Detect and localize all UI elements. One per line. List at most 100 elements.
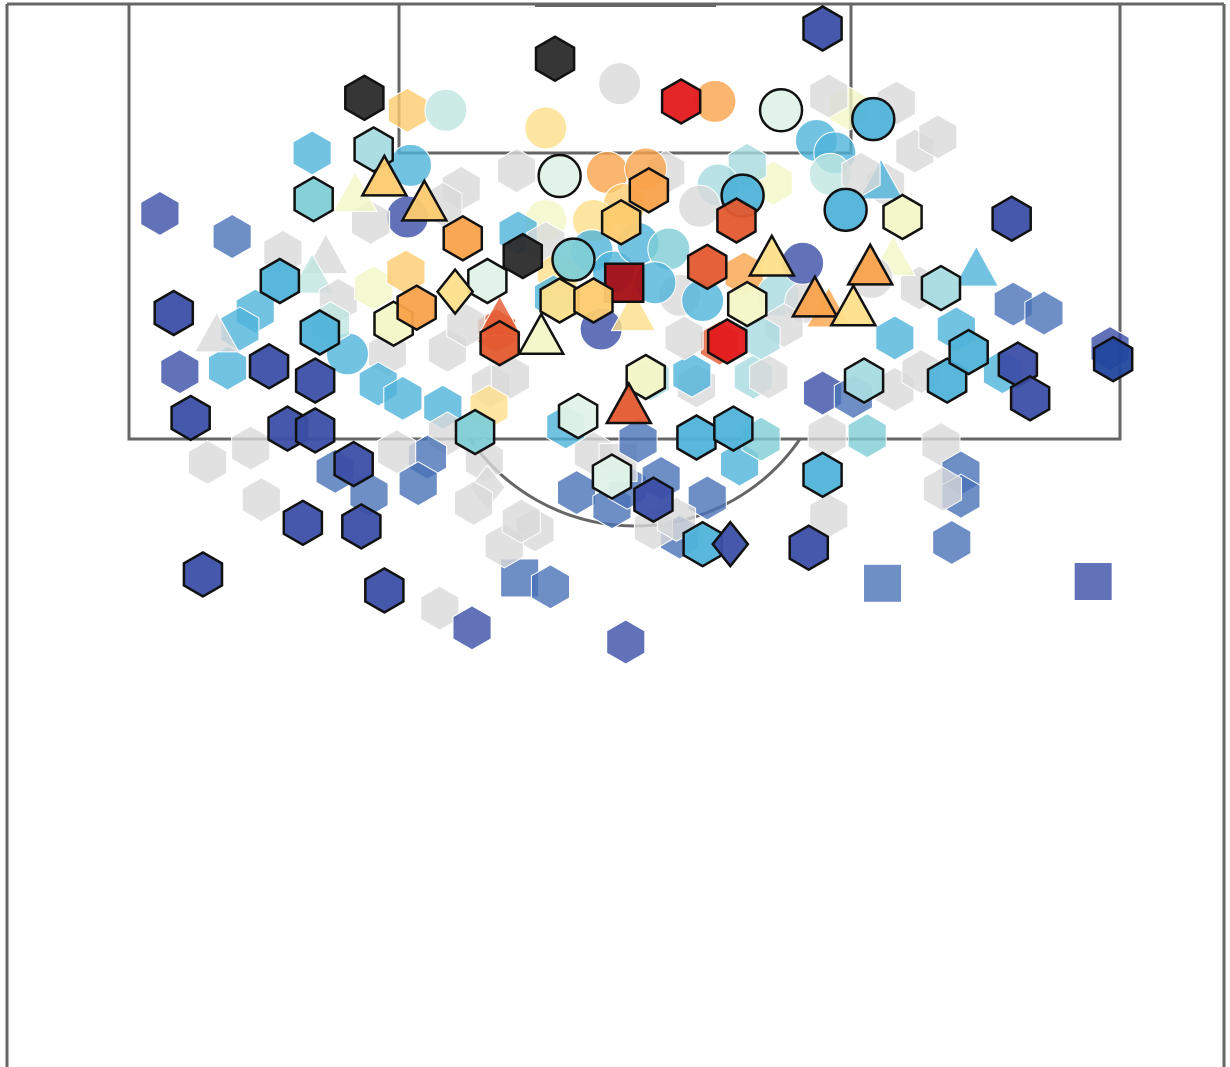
shot-marker-circle-10 bbox=[524, 106, 568, 150]
shot-marker-hexagon-50 bbox=[706, 317, 748, 365]
shot-marker-hexagon-144 bbox=[618, 418, 658, 464]
shot-marker-hexagon-27 bbox=[502, 232, 544, 280]
shot-marker-diamond-77 bbox=[711, 520, 750, 569]
shot-marker-hexagon-80 bbox=[364, 566, 405, 614]
shot-marker-triangle-30 bbox=[747, 233, 796, 277]
shot-marker-hexagon-29 bbox=[686, 243, 728, 291]
shot-marker-hexagon-79 bbox=[182, 550, 224, 598]
shot-marker-hexagon-73 bbox=[633, 476, 674, 524]
shot-marker-triangle-206 bbox=[610, 289, 657, 332]
shot-marker-hexagon-65 bbox=[294, 406, 336, 454]
shot-marker-hexagon-8 bbox=[387, 87, 427, 133]
shot-marker-hexagon-91 bbox=[208, 345, 248, 391]
shot-marker-hexagon-23 bbox=[991, 195, 1032, 243]
shot-marker-hexagon-34 bbox=[259, 257, 301, 305]
shot-marker-triangle-13 bbox=[360, 153, 409, 197]
shot-marker-hexagon-41 bbox=[920, 264, 962, 312]
shot-marker-hexagon-134 bbox=[922, 466, 962, 512]
shot-marker-hexagon-111 bbox=[377, 429, 417, 475]
shot-marker-hexagon-24 bbox=[716, 197, 757, 244]
shot-marker-hexagon-58 bbox=[948, 328, 989, 376]
shot-marker-hexagon-63 bbox=[170, 394, 211, 442]
shot-marker-hexagon-55 bbox=[625, 353, 667, 401]
shot-marker-hexagon-87 bbox=[606, 619, 646, 665]
shot-marker-triangle-19 bbox=[400, 178, 449, 222]
shot-marker-hexagon-48 bbox=[479, 319, 520, 367]
shot-marker-hexagon-74 bbox=[282, 499, 324, 547]
shot-marker-circle-176 bbox=[678, 184, 722, 228]
shot-marker-triangle-40 bbox=[829, 283, 878, 327]
shot-marker-hexagon-78 bbox=[788, 524, 830, 572]
shot-marker-diamond-36 bbox=[435, 267, 475, 316]
shot-marker-hexagon-18 bbox=[293, 175, 334, 223]
shot-marker-triangle-32 bbox=[953, 245, 1000, 287]
shot-marker-hexagon-12 bbox=[292, 130, 332, 176]
shot-marker-hexagon-42 bbox=[726, 280, 768, 328]
shot-marker-hexagon-62 bbox=[557, 392, 599, 440]
shot-marker-triangle-49 bbox=[517, 311, 566, 355]
shot-marker-hexagon-51 bbox=[248, 342, 290, 390]
shot-marker-hexagon-182 bbox=[497, 148, 537, 194]
shot-marker-hexagon-82 bbox=[530, 564, 570, 610]
shot-marker-hexagon-43 bbox=[153, 289, 195, 337]
shot-marker-hexagon-52 bbox=[160, 349, 200, 395]
shot-marker-hexagon-149 bbox=[749, 354, 789, 400]
shot-marker-hexagon-4 bbox=[660, 77, 702, 125]
shot-marker-hexagon-75 bbox=[341, 502, 382, 550]
shot-marker-hexagon-25 bbox=[600, 198, 642, 246]
shot-marker-hexagon-126 bbox=[687, 475, 727, 521]
shot-marker-hexagon-0 bbox=[802, 5, 843, 52]
shot-marker-hexagon-113 bbox=[188, 439, 228, 485]
shot-marker-hexagon-60 bbox=[1092, 335, 1134, 383]
shot-marker-hexagon-166 bbox=[809, 73, 849, 119]
shot-marker-hexagon-163 bbox=[918, 114, 958, 160]
shot-marker-hexagon-46 bbox=[396, 284, 437, 332]
shot-marker-hexagon-204 bbox=[664, 315, 704, 361]
shot-marker-hexagon-72 bbox=[802, 451, 843, 499]
shot-marker-square-83 bbox=[863, 563, 903, 603]
shot-marker-circle-21 bbox=[823, 187, 868, 233]
shot-marker-hexagon-130 bbox=[847, 413, 887, 459]
shot-marker-circle-14 bbox=[537, 153, 582, 199]
shot-marker-hexagon-119 bbox=[454, 480, 494, 526]
shot-marker-hexagon-159 bbox=[875, 315, 915, 361]
shot-marker-hexagon-71 bbox=[591, 453, 633, 501]
shot-marker-hexagon-53 bbox=[294, 357, 336, 405]
shot-marker-triangle-61 bbox=[604, 380, 653, 425]
shot-marker-hexagon-26 bbox=[442, 214, 484, 262]
shot-marker-hexagon-35 bbox=[467, 257, 508, 305]
shot-marker-hexagon-68 bbox=[713, 405, 754, 453]
shot-marker-triangle-95 bbox=[289, 252, 335, 294]
shot-marker-hexagon-22 bbox=[882, 193, 923, 241]
shot-marker-hexagon-85 bbox=[420, 585, 460, 631]
shot-marker-hexagon-114 bbox=[241, 477, 281, 523]
shot-marker-hexagon-44 bbox=[299, 309, 341, 356]
shot-marker-hexagon-86 bbox=[452, 605, 492, 651]
shot-marker-hexagon-70 bbox=[333, 440, 374, 488]
shot-marker-hexagon-147 bbox=[672, 352, 712, 398]
shot-marker-circle-3 bbox=[598, 62, 642, 106]
shot-marker-hexagon-2 bbox=[344, 74, 385, 122]
shot-marker-hexagon-104 bbox=[446, 302, 486, 348]
shot-marker-triangle-94 bbox=[193, 311, 240, 353]
shot-marker-circle-9 bbox=[424, 88, 468, 132]
shot-marker-hexagon-136 bbox=[932, 519, 972, 565]
shot-marker-hexagon-67 bbox=[676, 414, 717, 461]
shot-marker-circle-7 bbox=[851, 96, 896, 142]
shot-marker-square-84 bbox=[1073, 562, 1113, 602]
shot-marker-circle-28 bbox=[551, 237, 596, 282]
shot-marker-hexagon-131 bbox=[921, 422, 961, 468]
shot-marker-hexagon-137 bbox=[501, 498, 541, 544]
shot-marker-hexagon-156 bbox=[1024, 290, 1064, 336]
shot-marker-triangle-39 bbox=[790, 274, 839, 318]
shot-marker-hexagon-69 bbox=[1009, 374, 1051, 422]
shot-marker-circle-6 bbox=[758, 88, 804, 133]
shot-marker-hexagon-88 bbox=[212, 213, 252, 260]
shot-marker-hexagon-38 bbox=[573, 277, 614, 324]
shot-marker-hexagon-155 bbox=[993, 281, 1033, 327]
shot-marker-hexagon-56 bbox=[843, 357, 885, 405]
shot-marker-hexagon-37 bbox=[539, 277, 580, 324]
shot-marker-hexagon-20 bbox=[140, 190, 180, 236]
